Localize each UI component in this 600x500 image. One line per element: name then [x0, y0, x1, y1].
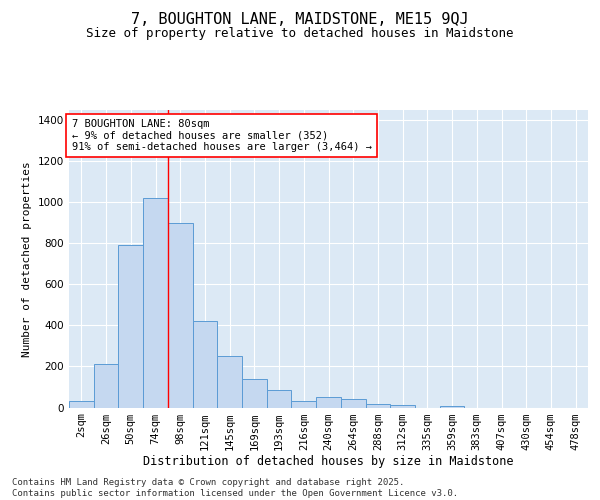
Bar	[267, 390, 292, 407]
Bar	[118, 246, 143, 408]
Bar	[193, 322, 217, 408]
Bar	[217, 356, 242, 408]
Bar	[94, 364, 118, 408]
X-axis label: Distribution of detached houses by size in Maidstone: Distribution of detached houses by size …	[143, 456, 514, 468]
Bar	[316, 397, 341, 407]
Text: Contains HM Land Registry data © Crown copyright and database right 2025.
Contai: Contains HM Land Registry data © Crown c…	[12, 478, 458, 498]
Bar	[292, 402, 316, 407]
Bar	[390, 406, 415, 407]
Bar	[242, 379, 267, 408]
Bar	[168, 223, 193, 408]
Y-axis label: Number of detached properties: Number of detached properties	[22, 161, 32, 356]
Text: 7 BOUGHTON LANE: 80sqm
← 9% of detached houses are smaller (352)
91% of semi-det: 7 BOUGHTON LANE: 80sqm ← 9% of detached …	[71, 119, 371, 152]
Text: 7, BOUGHTON LANE, MAIDSTONE, ME15 9QJ: 7, BOUGHTON LANE, MAIDSTONE, ME15 9QJ	[131, 12, 469, 28]
Bar	[69, 402, 94, 407]
Bar	[440, 406, 464, 407]
Bar	[365, 404, 390, 407]
Text: Size of property relative to detached houses in Maidstone: Size of property relative to detached ho…	[86, 28, 514, 40]
Bar	[143, 198, 168, 408]
Bar	[341, 400, 365, 407]
